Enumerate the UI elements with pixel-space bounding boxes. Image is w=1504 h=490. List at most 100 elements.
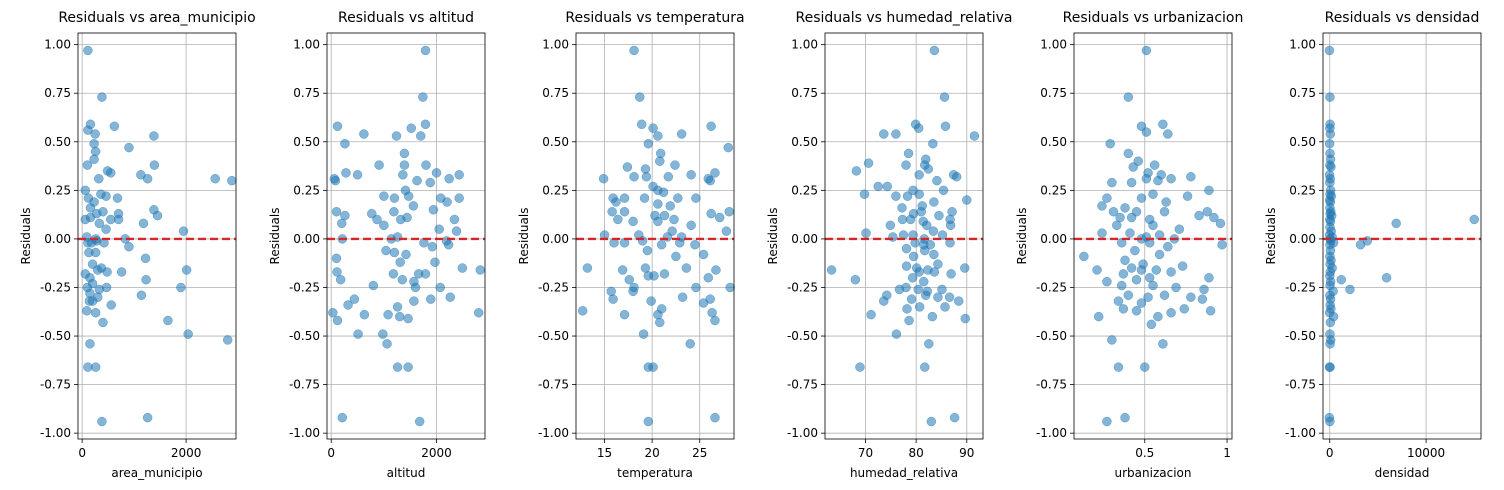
- y-tick-label: 0.75: [1289, 86, 1316, 100]
- data-point: [924, 339, 934, 349]
- data-point: [337, 412, 348, 423]
- data-point: [850, 274, 861, 285]
- y-tick-label: 0.50: [542, 135, 569, 149]
- axes-frame: [326, 32, 486, 440]
- data-point: [925, 239, 936, 250]
- data-point: [1148, 189, 1158, 199]
- data-point: [1325, 362, 1335, 372]
- data-point: [331, 206, 342, 217]
- data-point: [686, 170, 696, 180]
- data-point: [435, 282, 445, 293]
- data-point: [1102, 416, 1112, 427]
- data-point: [940, 302, 950, 312]
- data-point: [914, 189, 924, 199]
- data-point: [619, 193, 630, 203]
- x-axis-label: area_municipio: [111, 466, 202, 480]
- x-tick-label: 70: [858, 446, 873, 460]
- y-tick-label: 0.50: [1040, 135, 1067, 149]
- y-tick-label: -0.75: [40, 378, 71, 392]
- y-tick-label: 0.00: [1040, 232, 1067, 246]
- data-point: [408, 201, 419, 211]
- x-tick-label: 1: [1223, 446, 1231, 460]
- x-tick-label: 25: [692, 446, 707, 460]
- data-point: [914, 170, 924, 180]
- subplot-4: -1.00 -0.75 -0.50 -0.25 0.00 0.25 0.50 0.75 1.00…: [766, 10, 1013, 480]
- y-tick-label: 0.75: [293, 86, 320, 100]
- y-tick-label: 0.00: [1289, 232, 1316, 246]
- data-point: [1141, 173, 1152, 184]
- data-point: [399, 148, 410, 159]
- subplot-2: -1.00 -0.75 -0.50 -0.25 0.00 0.25 0.50 0.75 1.00…: [268, 10, 486, 480]
- data-point: [421, 160, 431, 170]
- data-point: [873, 181, 883, 192]
- data-point: [659, 269, 670, 279]
- data-point: [1140, 362, 1150, 372]
- data-point: [1123, 290, 1134, 300]
- data-point: [662, 232, 673, 242]
- axes-frame: [77, 32, 237, 440]
- data-point: [414, 416, 425, 427]
- data-point: [85, 212, 96, 223]
- data-point: [90, 247, 101, 258]
- data-point: [920, 362, 930, 372]
- data-point: [102, 267, 112, 277]
- data-point: [1126, 212, 1137, 223]
- data-point: [1194, 210, 1204, 221]
- subplot-3: -1.00 -0.75 -0.50 -0.25 0.00 0.25 0.50 0.75 1.00…: [517, 10, 745, 480]
- data-point: [639, 193, 650, 203]
- data-point: [149, 160, 160, 170]
- data-point: [611, 197, 621, 207]
- y-tick-label: 0.00: [542, 232, 569, 246]
- data-point: [723, 142, 734, 153]
- data-point: [418, 92, 428, 102]
- data-point: [669, 214, 679, 225]
- data-point: [399, 160, 410, 170]
- x-tick-label: 0: [327, 446, 335, 460]
- data-point: [891, 329, 902, 339]
- data-point: [1097, 228, 1107, 238]
- data-point: [619, 206, 630, 217]
- data-point: [1325, 339, 1335, 349]
- data-point: [928, 138, 938, 149]
- data-point: [1336, 274, 1347, 285]
- data-point: [101, 282, 112, 293]
- data-point: [83, 125, 93, 135]
- data-point: [1204, 185, 1214, 196]
- data-point: [944, 292, 955, 302]
- data-point: [391, 131, 402, 141]
- data-point: [901, 160, 911, 170]
- y-tick-label: -0.50: [538, 329, 569, 343]
- data-point: [686, 220, 696, 231]
- data-point: [109, 121, 120, 131]
- data-point: [1141, 127, 1152, 137]
- data-point: [1112, 220, 1122, 231]
- subplot-5: -1.00 -0.75 -0.50 -0.25 0.00 0.25 0.50 0.75 1.00…: [1015, 10, 1243, 480]
- x-tick-label: 10000: [1407, 446, 1445, 460]
- y-tick-label: -1.00: [40, 426, 71, 440]
- y-axis-label: Residuals: [19, 208, 33, 265]
- y-tick-label: 1.00: [1289, 38, 1316, 52]
- subplot-title: Residuals vs altitud: [338, 10, 474, 26]
- data-point: [923, 164, 934, 174]
- axes-frame: [1322, 32, 1482, 440]
- y-tick-label: 0.50: [293, 135, 320, 149]
- data-point: [1125, 228, 1135, 238]
- data-point: [706, 208, 716, 219]
- data-point: [101, 191, 111, 201]
- data-point: [392, 232, 403, 242]
- data-point: [1113, 362, 1124, 372]
- data-point: [608, 294, 618, 304]
- data-point: [628, 216, 638, 227]
- data-point: [124, 241, 134, 252]
- data-point: [1141, 45, 1152, 56]
- data-point: [1326, 162, 1336, 172]
- data-point: [163, 315, 173, 326]
- data-point: [359, 309, 370, 320]
- data-point: [938, 185, 949, 196]
- data-point: [332, 315, 343, 326]
- y-tick-label: 1.00: [293, 38, 320, 52]
- data-point: [454, 193, 464, 203]
- data-point: [929, 197, 939, 207]
- data-point: [1116, 238, 1127, 248]
- subplot-title: Residuals vs temperatura: [565, 10, 744, 26]
